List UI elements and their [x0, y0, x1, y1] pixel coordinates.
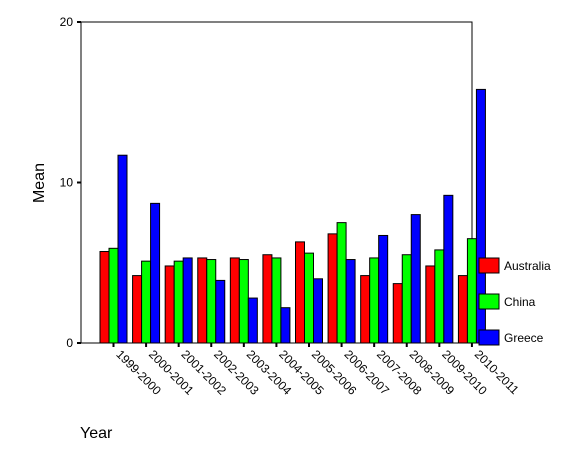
y-tick-label: 20	[60, 15, 74, 29]
bar-australia-2010-2011	[457, 275, 468, 344]
legend-swatch-australia	[478, 257, 500, 274]
bar-australia-2007-2008	[360, 275, 371, 344]
legend-label-greece: Greece	[504, 331, 544, 345]
y-tick-label: 10	[60, 176, 74, 190]
legend-swatch-greece	[478, 329, 500, 346]
bar-australia-2003-2004	[229, 257, 240, 344]
bar-china-2010-2011	[466, 238, 477, 344]
bar-australia-2004-2005	[262, 254, 273, 344]
bar-australia-2009-2010	[425, 265, 436, 344]
bar-australia-2006-2007	[327, 233, 338, 344]
bar-greece-2003-2004	[247, 297, 258, 344]
bar-australia-1999-2000	[99, 251, 110, 344]
bar-australia-2000-2001	[132, 275, 143, 344]
bar-greece-2005-2006	[313, 278, 323, 344]
bar-china-2002-2003	[206, 259, 217, 344]
x-axis: 1999-20002000-20012001-20022002-20032003…	[112, 343, 522, 398]
bar-china-2006-2007	[336, 222, 347, 344]
y-axis: 0 10 20	[60, 15, 81, 350]
x-axis-title: Year	[80, 425, 113, 442]
bar-china-2005-2006	[304, 252, 314, 344]
bar-australia-2008-2009	[392, 283, 403, 344]
bar-greece-2004-2005	[280, 307, 291, 344]
bar-china-2000-2001	[141, 260, 152, 344]
bar-china-2003-2004	[238, 259, 249, 344]
bar-greece-2001-2002	[182, 257, 193, 344]
bar-australia-2002-2003	[197, 257, 208, 344]
bar-china-2001-2002	[173, 260, 184, 344]
bar-china-2004-2005	[271, 257, 282, 344]
bars-layer	[99, 88, 486, 344]
legend-swatch-china	[478, 293, 500, 310]
bar-australia-2005-2006	[295, 241, 305, 344]
bar-greece-2008-2009	[410, 214, 421, 344]
bar-australia-2001-2002	[164, 265, 175, 344]
bar-greece-2000-2001	[150, 202, 161, 344]
bar-greece-2002-2003	[215, 279, 226, 344]
bar-china-2008-2009	[401, 254, 412, 344]
bar-greece-2007-2008	[378, 234, 389, 344]
bar-china-1999-2000	[108, 247, 119, 344]
y-axis-title: Mean	[31, 163, 48, 203]
bar-greece-2009-2010	[443, 194, 454, 344]
bar-china-2009-2010	[434, 249, 445, 344]
bar-greece-2006-2007	[345, 259, 356, 344]
legend-label-australia: Australia	[504, 259, 551, 273]
bar-china-2007-2008	[369, 257, 380, 344]
legend: Australia China Greece	[478, 257, 551, 346]
y-tick-label: 0	[66, 336, 73, 350]
legend-label-china: China	[504, 295, 536, 309]
bar-greece-1999-2000	[117, 154, 128, 344]
